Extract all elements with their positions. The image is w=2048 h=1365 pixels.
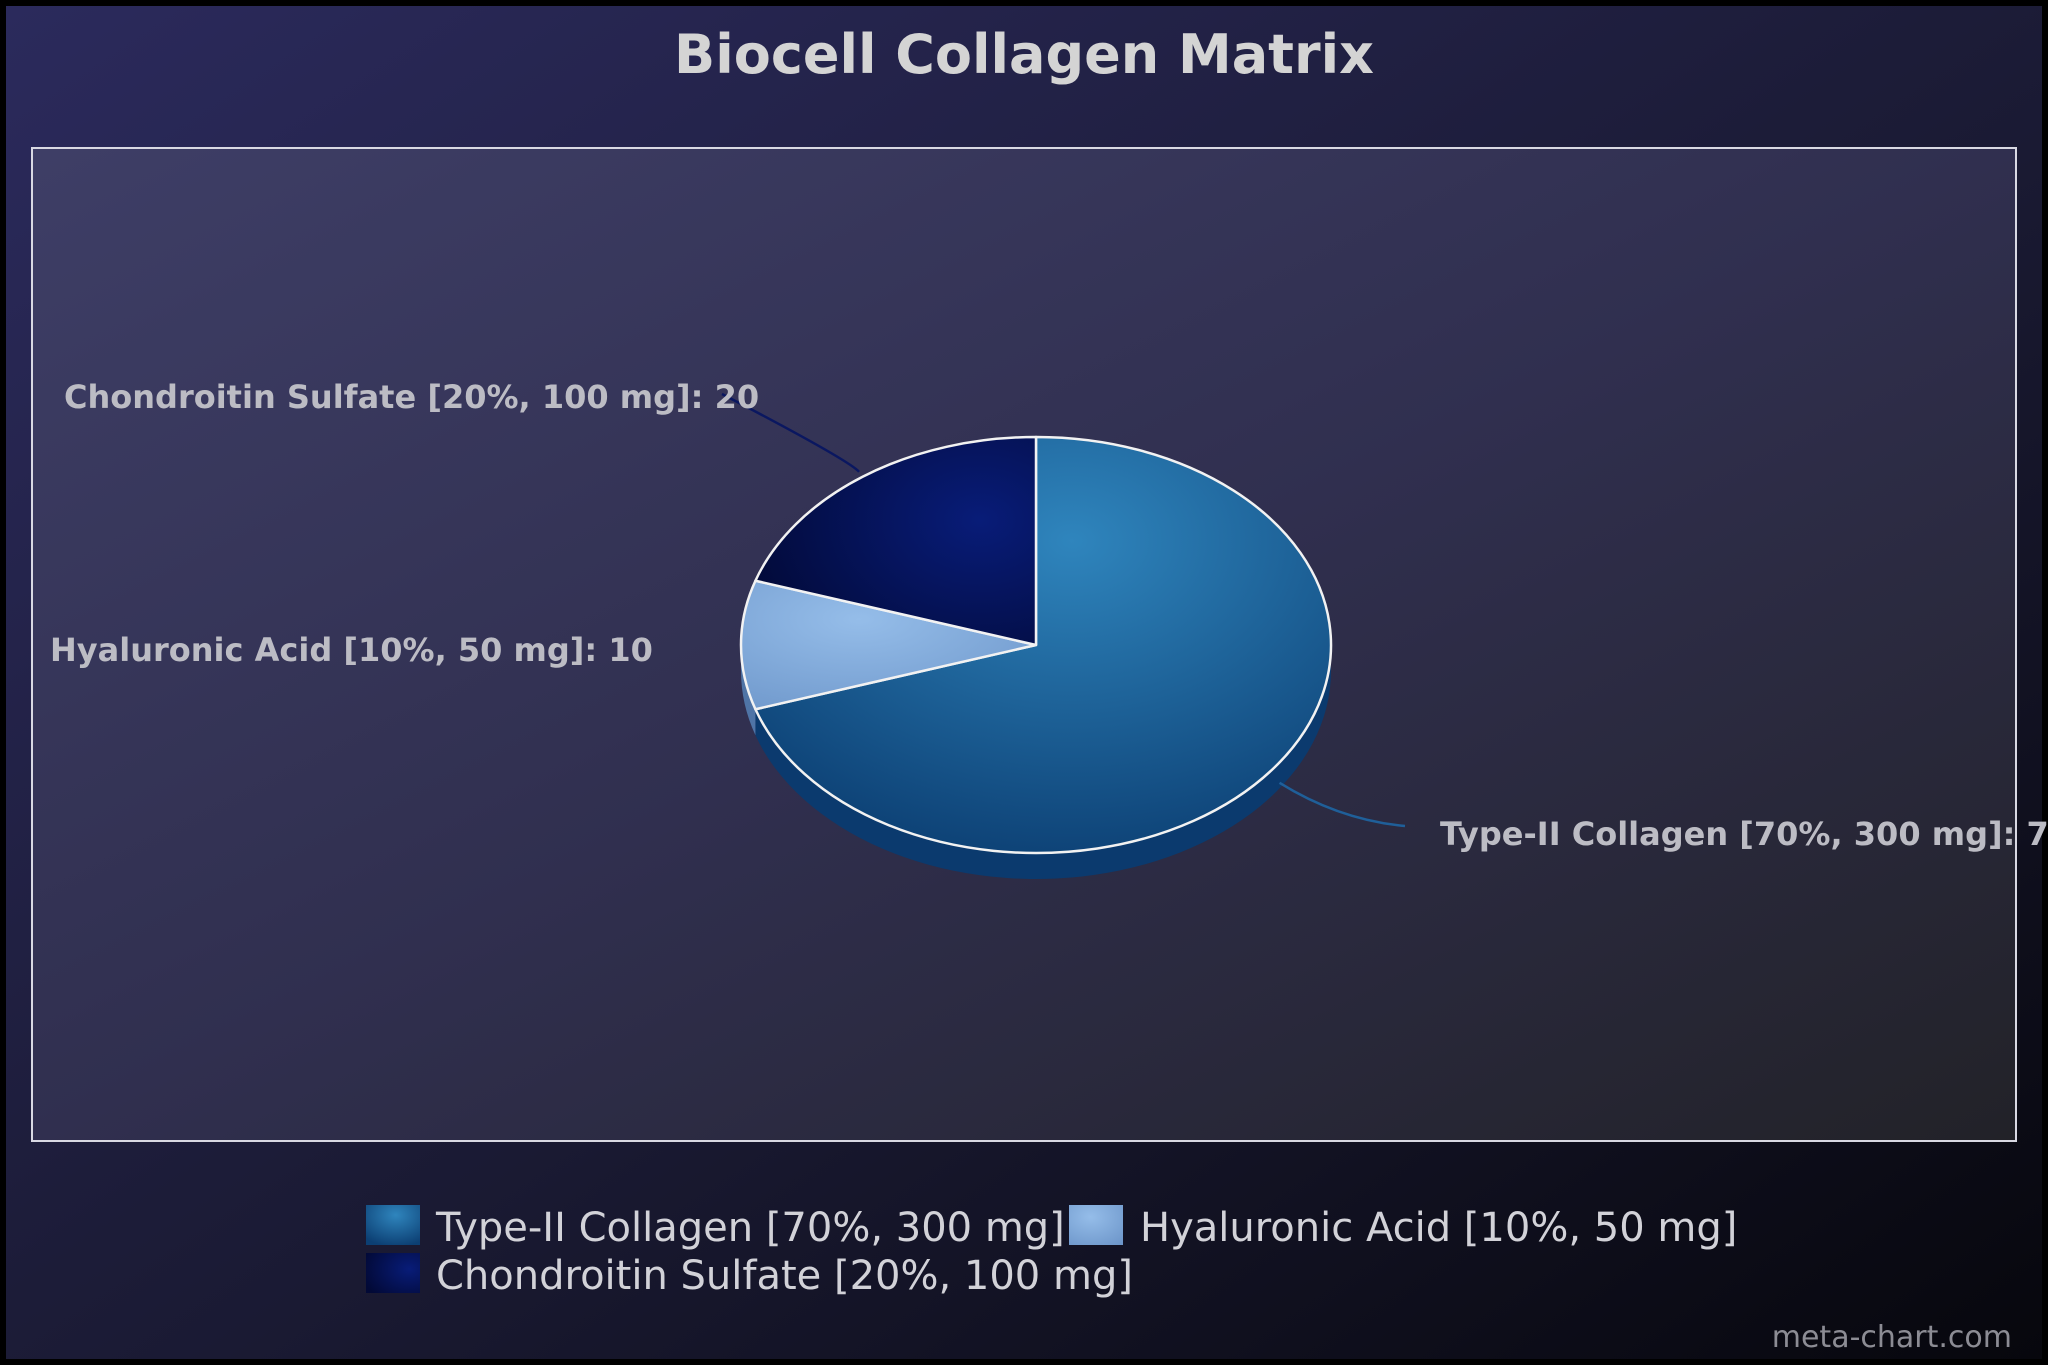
- slice-label-chondroitin-sulfate: Chondroitin Sulfate [20%, 100 mg]: 20: [64, 378, 759, 416]
- pie-slice-type-ii-collagen: [754, 435, 1333, 855]
- chart-title: Biocell Collagen Matrix: [674, 23, 1374, 86]
- leader-line-type-ii-collagen: [1278, 781, 1406, 828]
- leader-line-chondroitin-sulfate: [721, 392, 861, 473]
- slice-label-type-ii-collagen: Type-II Collagen [70%, 300 mg]: 70: [1440, 815, 2048, 853]
- legend-swatch-hyaluronic-acid: [1069, 1205, 1123, 1245]
- legend-swatch-type-ii-collagen: [366, 1205, 420, 1245]
- slice-labels: Type-II Collagen [70%, 300 mg]: 70 Hyalu…: [50, 378, 2048, 853]
- legend: Type-II Collagen [70%, 300 mg] Hyaluroni…: [366, 1205, 1737, 1299]
- pie-side-hyaluronic-acid: [741, 645, 756, 736]
- pie-slice-chondroitin-sulfate: [754, 435, 1038, 647]
- legend-label-chondroitin-sulfate: Chondroitin Sulfate [20%, 100 mg]: [436, 1253, 1133, 1299]
- legend-label-hyaluronic-acid: Hyaluronic Acid [10%, 50 mg]: [1140, 1205, 1737, 1251]
- legend-swatch-chondroitin-sulfate: [366, 1253, 420, 1293]
- slice-label-hyaluronic-acid: Hyaluronic Acid [10%, 50 mg]: 10: [50, 631, 653, 669]
- pie-slice-hyaluronic-acid: [739, 579, 1038, 711]
- credit-text: meta-chart.com: [1772, 1320, 2012, 1355]
- pie: [721, 392, 1406, 879]
- legend-label-type-ii-collagen: Type-II Collagen [70%, 300 mg]: [435, 1205, 1065, 1251]
